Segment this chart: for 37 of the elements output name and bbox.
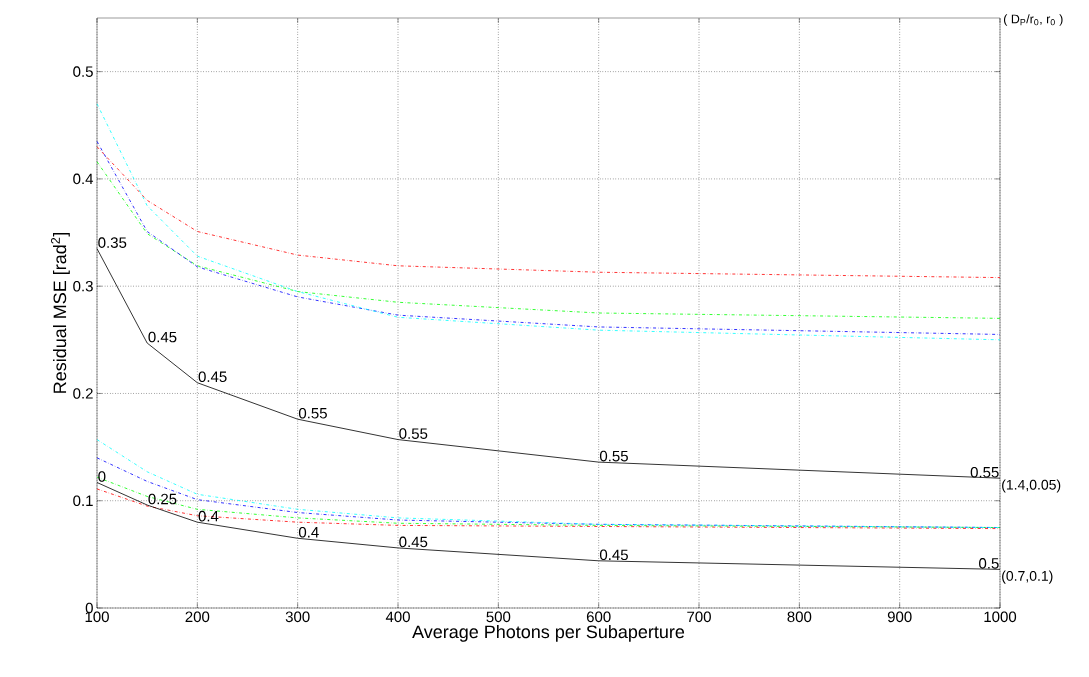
annotation: 0.25: [148, 493, 177, 505]
series-label: (1.4,0.05): [1002, 479, 1061, 493]
y-tick-label: 0.3: [73, 280, 93, 292]
x-tick-label: 200: [185, 611, 210, 623]
x-tick-label: 800: [787, 611, 812, 623]
y-tick-label: 0.4: [73, 173, 94, 185]
line-series: [96, 161, 1001, 319]
annotation: 0: [98, 471, 106, 482]
x-tick-label: 600: [586, 611, 611, 623]
annotation: 0.55: [599, 450, 628, 462]
x-tick-label: 900: [887, 611, 912, 623]
annotation: 0.35: [98, 237, 127, 248]
annotation: 0.5: [979, 558, 999, 569]
x-tick-label: 1000: [984, 611, 1017, 623]
x-tick-label: 700: [687, 611, 711, 623]
series-label: (0.7,0.1): [1002, 570, 1053, 584]
y-axis-title: Residual MSE [rad$^{2}$]: [51, 233, 70, 393]
annotation: 0.45: [599, 549, 628, 561]
y-tick-label: 0.1: [73, 495, 93, 507]
y-tick-label: 0.5: [73, 66, 93, 77]
annotation: 0.55: [399, 428, 428, 439]
line-series: [96, 103, 1001, 341]
annotation: 0.4: [298, 526, 319, 538]
x-axis-title: Average Photons per Subaperture: [412, 624, 685, 642]
annotation: 0.55: [970, 466, 999, 478]
annotation: 0.45: [399, 536, 428, 548]
annotation: 0.4: [198, 510, 219, 522]
annotation: 0.55: [298, 407, 327, 419]
annotation: 0.45: [148, 331, 177, 343]
line-series: [96, 146, 1001, 278]
annotation: 0.45: [198, 371, 227, 383]
y-tick-label: 0.2: [73, 388, 93, 399]
line-series: [96, 439, 1001, 528]
x-tick-label: 500: [486, 611, 511, 623]
x-tick-label: 300: [285, 611, 310, 623]
x-tick-label: 400: [385, 611, 410, 623]
text: ( D$_{P}$/r$_{0}$, r$_{0}$ ): [1003, 14, 1063, 26]
